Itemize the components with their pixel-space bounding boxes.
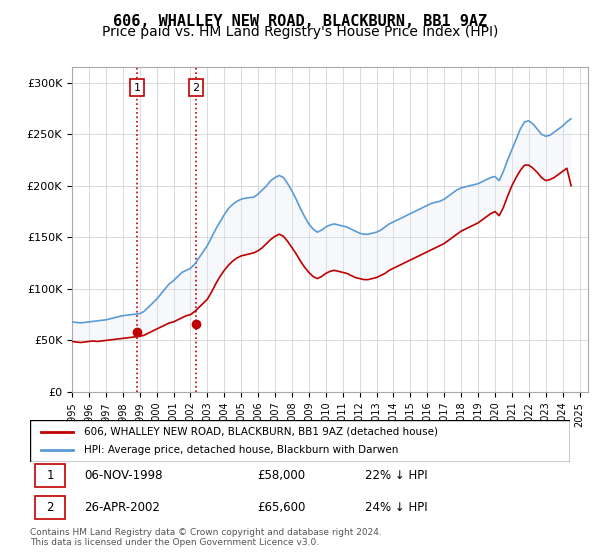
Text: Contains HM Land Registry data © Crown copyright and database right 2024.
This d: Contains HM Land Registry data © Crown c… (30, 528, 382, 547)
Text: 606, WHALLEY NEW ROAD, BLACKBURN, BB1 9AZ: 606, WHALLEY NEW ROAD, BLACKBURN, BB1 9A… (113, 14, 487, 29)
FancyBboxPatch shape (35, 496, 65, 519)
Text: 1: 1 (134, 83, 140, 93)
Text: 2: 2 (192, 83, 199, 93)
Text: 2: 2 (47, 501, 54, 514)
Text: 1: 1 (47, 469, 54, 482)
Text: £65,600: £65,600 (257, 501, 305, 514)
Text: 24% ↓ HPI: 24% ↓ HPI (365, 501, 427, 514)
Text: 606, WHALLEY NEW ROAD, BLACKBURN, BB1 9AZ (detached house): 606, WHALLEY NEW ROAD, BLACKBURN, BB1 9A… (84, 427, 438, 437)
Text: 26-APR-2002: 26-APR-2002 (84, 501, 160, 514)
Text: £58,000: £58,000 (257, 469, 305, 482)
Text: Price paid vs. HM Land Registry's House Price Index (HPI): Price paid vs. HM Land Registry's House … (102, 25, 498, 39)
Text: HPI: Average price, detached house, Blackburn with Darwen: HPI: Average price, detached house, Blac… (84, 445, 398, 455)
FancyBboxPatch shape (35, 464, 65, 487)
Text: 06-NOV-1998: 06-NOV-1998 (84, 469, 163, 482)
Text: 22% ↓ HPI: 22% ↓ HPI (365, 469, 427, 482)
FancyBboxPatch shape (30, 420, 570, 462)
